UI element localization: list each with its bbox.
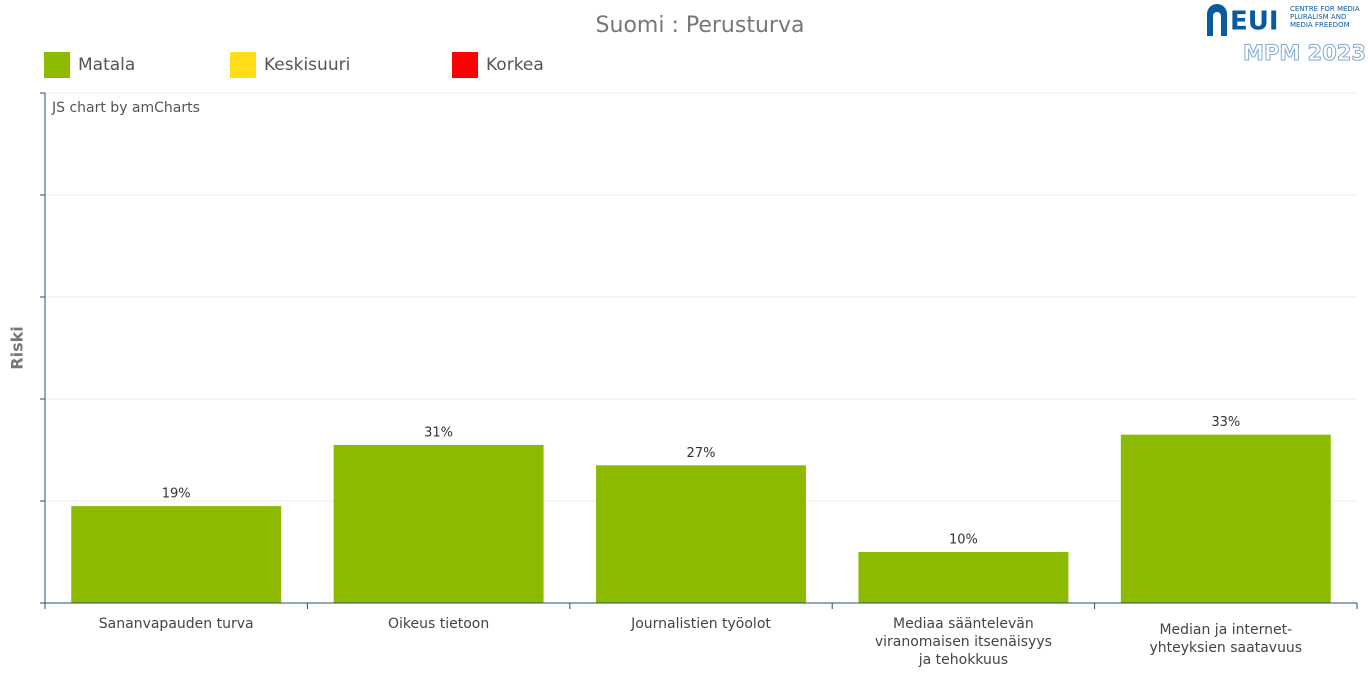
- bar: [858, 552, 1069, 603]
- x-tick-label: Journalistien työolot: [631, 616, 771, 632]
- x-tick-label: Oikeus tietoon: [387, 616, 490, 632]
- value-label: 31%: [424, 425, 453, 440]
- credit: JS chart by amCharts: [51, 100, 200, 116]
- value-label: 10%: [949, 533, 978, 548]
- legend-swatch: [230, 52, 256, 78]
- legend-label: Matala: [78, 55, 135, 75]
- x-tick-label: Sananvapauden turva: [98, 616, 254, 632]
- chart-title: Suomi : Perusturva: [596, 13, 805, 38]
- x-tick-label: Mediaa sääntelevän viranomaisen itsenäis…: [874, 616, 1052, 668]
- bar: [333, 444, 544, 603]
- logo-icon: [1207, 4, 1227, 36]
- logo-subtitle: CENTRE FOR MEDIA PLURALISM AND MEDIA FRE…: [1290, 5, 1360, 29]
- bar: [596, 465, 806, 603]
- bar: [1120, 434, 1331, 603]
- logo-edition: MPM 2023: [1243, 41, 1366, 65]
- value-label: 33%: [1211, 415, 1240, 430]
- legend-label: Keskisuuri: [264, 55, 350, 75]
- value-label: 19%: [162, 487, 191, 502]
- x-tick-label: Median ja internet-yhteyksien saatavuus: [1149, 622, 1303, 656]
- legend-label: Korkea: [486, 55, 544, 75]
- legend-swatch: [452, 52, 478, 78]
- y-axis-label: Riski: [8, 326, 27, 369]
- logo-name: EUI: [1230, 7, 1279, 37]
- logo-subtitle-box: CENTRE FOR MEDIA PLURALISM AND MEDIA FRE…: [1290, 5, 1360, 29]
- bar: [71, 506, 282, 603]
- value-label: 27%: [687, 446, 716, 461]
- legend-swatch: [44, 52, 70, 78]
